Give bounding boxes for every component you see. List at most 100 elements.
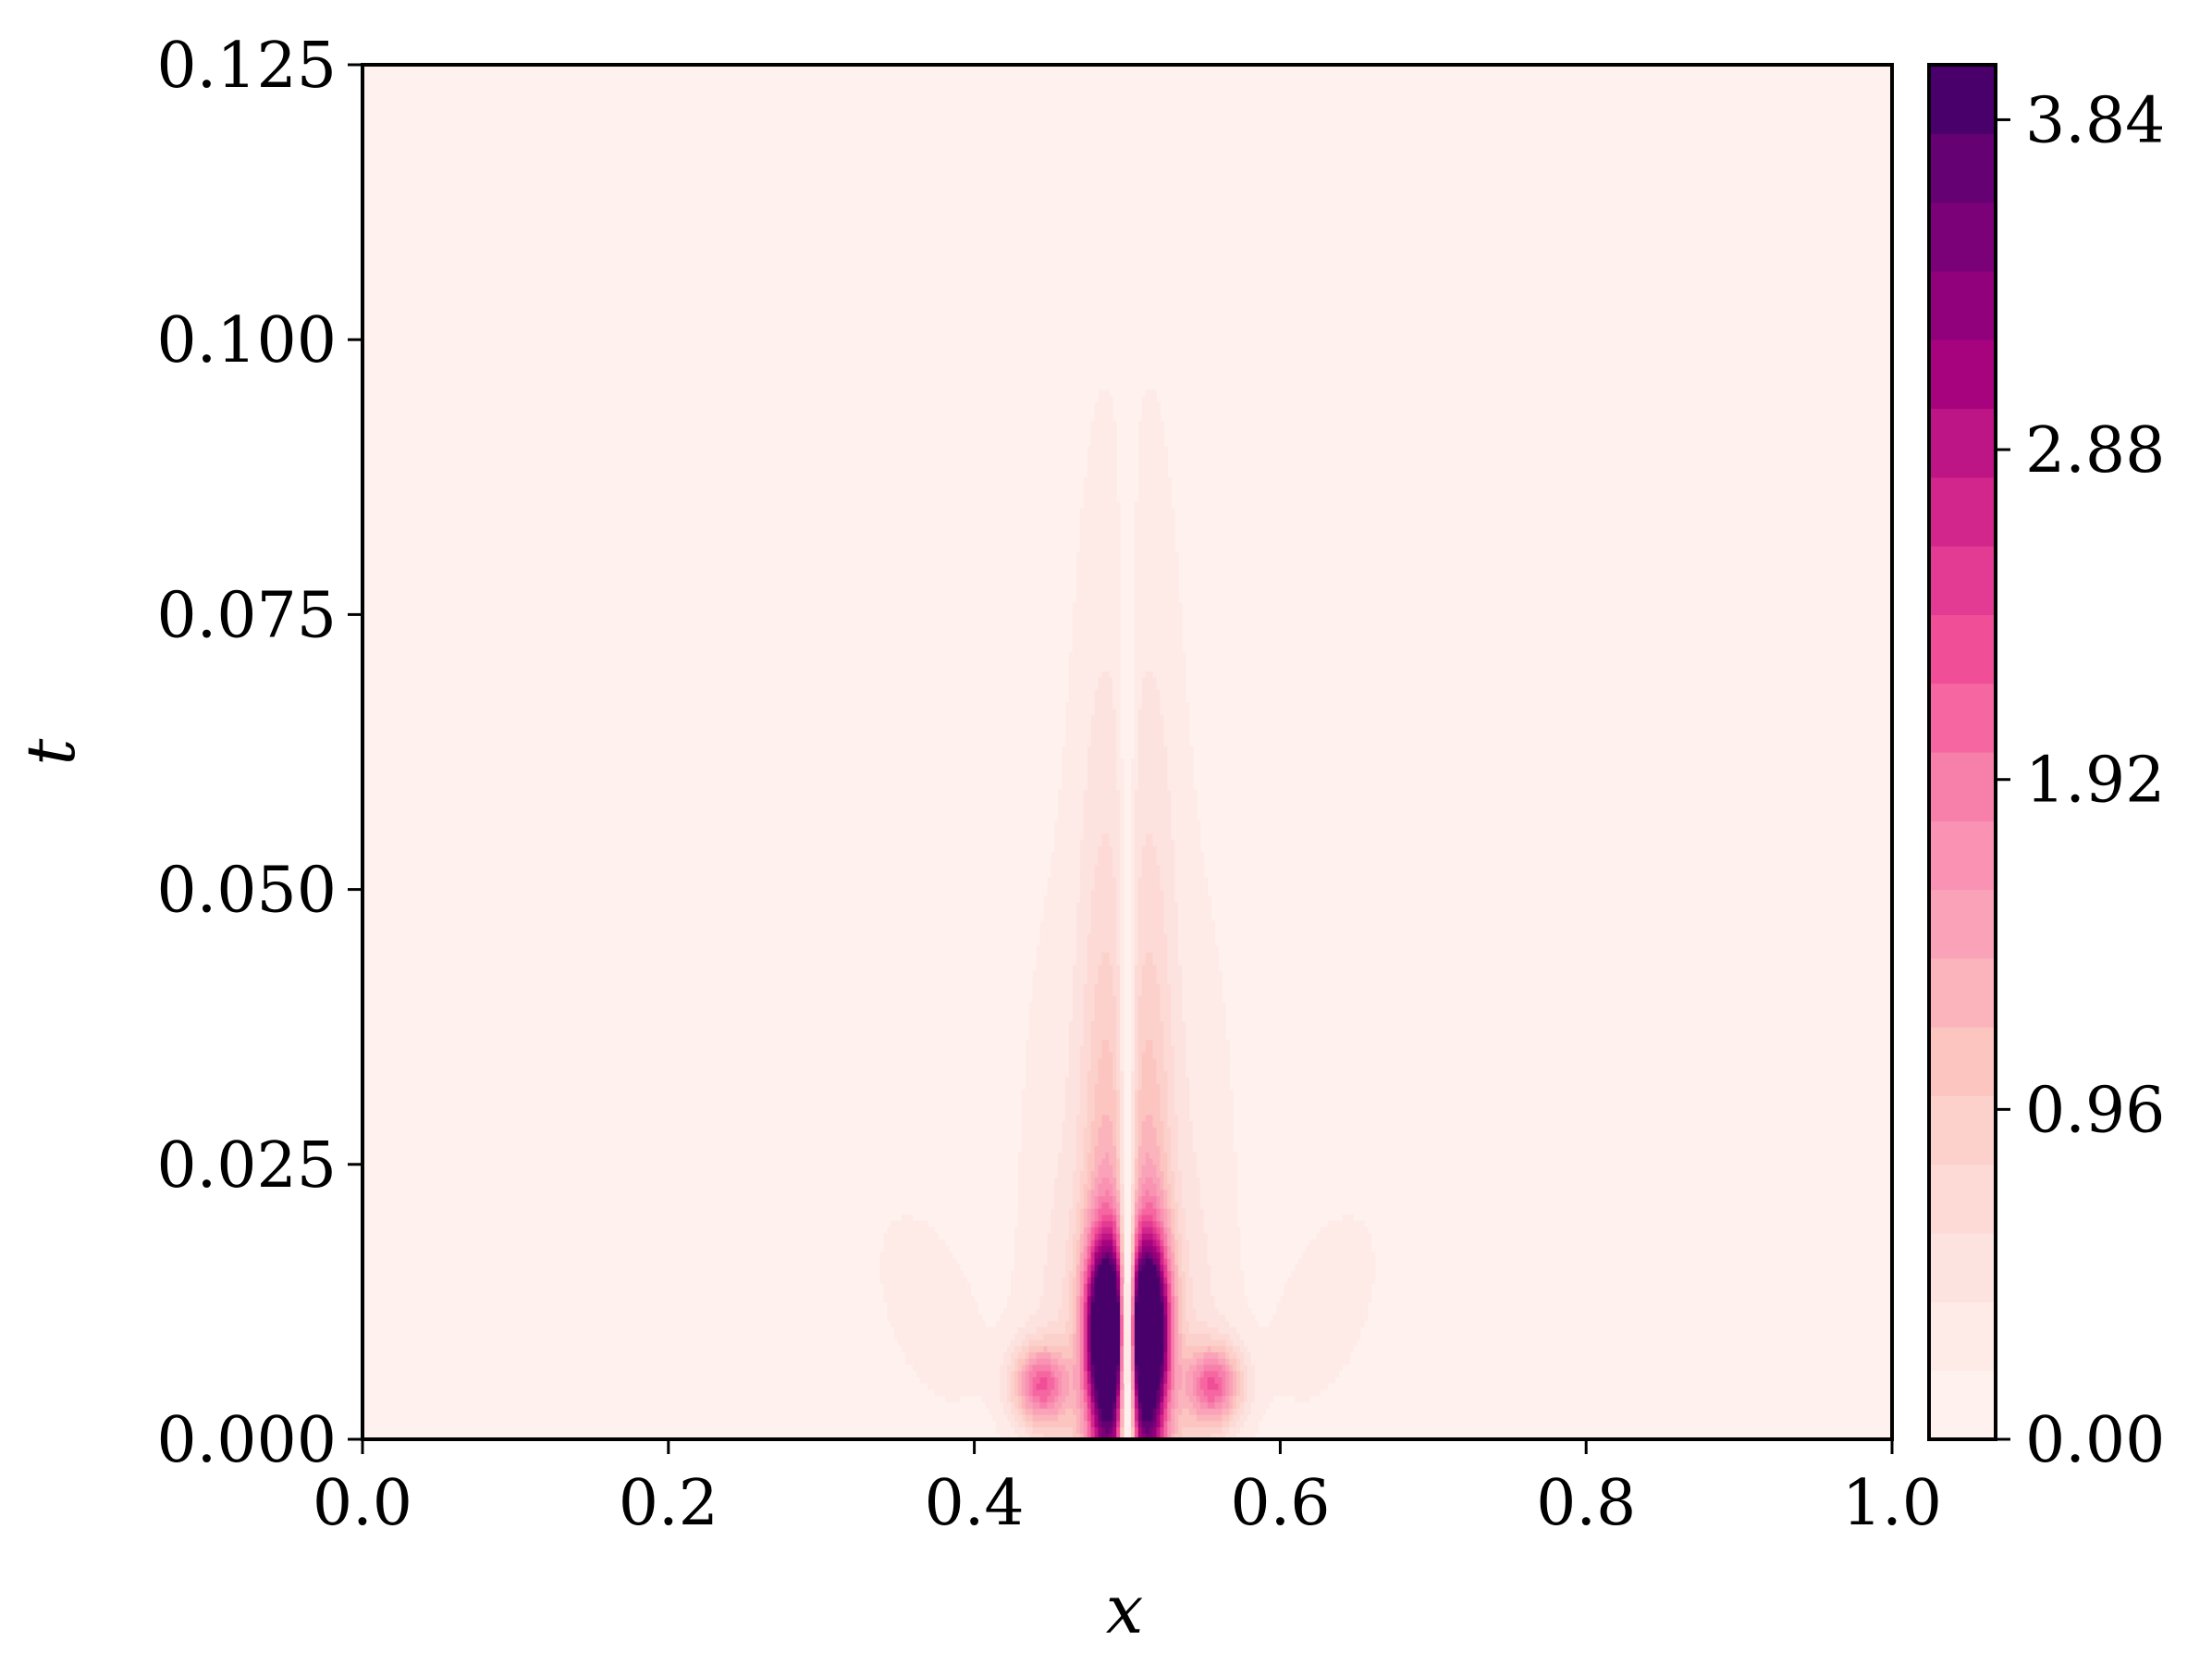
contour-cell: [981, 1376, 987, 1384]
contour-cell: [1047, 1108, 1051, 1116]
contour-cell: [1058, 1095, 1063, 1103]
contour-cell: [1083, 1376, 1088, 1384]
contour-cell: [1094, 1345, 1100, 1353]
contour-cell: [1269, 1376, 1274, 1384]
contour-cell: [897, 1227, 903, 1234]
contour-cell: [1186, 1145, 1190, 1153]
contour-cell: [949, 1383, 953, 1390]
contour-cell: [1163, 1388, 1168, 1397]
contour-cell: [1207, 1164, 1212, 1172]
contour-cell: [1291, 1270, 1296, 1277]
contour-cell: [1210, 1239, 1216, 1247]
contour-cell: [1203, 1233, 1209, 1240]
contour-cell: [1192, 1214, 1198, 1222]
contour-cell: [1145, 1102, 1150, 1109]
contour-cell: [1305, 1264, 1310, 1272]
contour-cell: [1174, 1108, 1179, 1116]
contour-cell: [949, 1333, 953, 1340]
contour-cell: [1222, 1320, 1226, 1328]
contour-cell: [1039, 1401, 1045, 1409]
contour-cell: [916, 1245, 921, 1252]
contour-cell: [1357, 1276, 1361, 1284]
contour-cell: [1112, 1351, 1117, 1359]
contour-cell: [1094, 1133, 1100, 1141]
contour-cell: [1098, 1276, 1103, 1284]
contour-cell: [1167, 1258, 1172, 1265]
contour-cell: [1196, 1127, 1201, 1134]
contour-cell: [1188, 1295, 1194, 1302]
contour-cell: [1244, 1333, 1248, 1340]
contour-cell: [1188, 1164, 1194, 1172]
contour-cell: [934, 1376, 939, 1384]
contour-cell: [1163, 1252, 1168, 1259]
contour-cell: [912, 1270, 917, 1277]
contour-cell: [1054, 1338, 1059, 1347]
contour-cell: [1225, 1120, 1230, 1128]
contour-cell: [963, 1283, 968, 1290]
contour-cell: [1120, 1426, 1124, 1434]
contour-cell: [1098, 1145, 1103, 1153]
contour-cell: [883, 1270, 888, 1277]
contour-cell: [1199, 1408, 1205, 1415]
contour-cell: [1261, 1345, 1267, 1353]
contour-cell: [1156, 1095, 1161, 1103]
contour-cell: [1087, 1202, 1092, 1209]
contour-cell: [1047, 1127, 1051, 1134]
contour-cell: [1309, 1358, 1314, 1365]
contour-cell: [1331, 1233, 1336, 1240]
contour-cell: [1087, 1326, 1092, 1334]
contour-cell: [923, 1220, 928, 1227]
contour-cell: [1346, 1214, 1350, 1222]
contour-cell: [1199, 1433, 1205, 1439]
contour-cell: [916, 1270, 921, 1277]
contour-cell: [1090, 1177, 1096, 1184]
contour-cell: [1109, 1139, 1113, 1147]
contour-cell: [1043, 1395, 1048, 1403]
contour-cell: [1163, 1283, 1168, 1290]
contour-cell: [1229, 1283, 1234, 1290]
contour-cell: [1134, 1095, 1139, 1103]
contour-cell: [1210, 1077, 1216, 1084]
contour-cell: [1083, 1183, 1088, 1190]
contour-cell: [1331, 1320, 1336, 1328]
contour-cell: [1174, 1127, 1179, 1134]
contour-cell: [1003, 1308, 1008, 1315]
contour-cell: [1229, 1120, 1234, 1128]
contour-cell: [1083, 1120, 1088, 1128]
contour-cell: [916, 1326, 921, 1334]
contour-cell: [1134, 1408, 1139, 1415]
contour-cell: [1124, 1363, 1128, 1372]
contour-cell: [1039, 1064, 1045, 1072]
contour-cell: [1305, 1276, 1310, 1284]
contour-cell: [1014, 1401, 1019, 1409]
contour-cell: [1036, 1358, 1041, 1365]
contour-cell: [1338, 1289, 1343, 1297]
contour-cell: [1353, 1313, 1358, 1322]
contour-cell: [1160, 1252, 1164, 1259]
contour-cell: [919, 1301, 925, 1309]
contour-cell: [1137, 1070, 1143, 1078]
contour-cell: [1160, 1202, 1164, 1209]
contour-cell: [1218, 1114, 1223, 1122]
contour-cell: [1186, 1195, 1190, 1202]
contour-cell: [1079, 1351, 1085, 1359]
contour-cell: [1218, 1351, 1223, 1359]
contour-cell: [1225, 1202, 1230, 1209]
contour-cell: [1068, 1120, 1074, 1128]
contour-cell: [1182, 1289, 1186, 1297]
contour-cell: [912, 1326, 917, 1334]
contour-cell: [1149, 1358, 1154, 1365]
contour-cell: [1105, 1220, 1110, 1227]
contour-cell: [963, 1333, 968, 1340]
contour-cell: [1225, 1370, 1230, 1378]
contour-cell: [1137, 1133, 1143, 1141]
contour-cell: [1025, 1320, 1030, 1328]
contour-cell: [883, 1239, 888, 1247]
contour-cell: [1192, 1145, 1198, 1153]
contour-cell: [908, 1283, 914, 1290]
contour-cell: [1028, 1183, 1034, 1190]
contour-cell: [1250, 1370, 1256, 1378]
contour-cell: [1079, 1252, 1085, 1259]
contour-cell: [1196, 1413, 1201, 1422]
contour-cell: [1192, 1276, 1198, 1284]
